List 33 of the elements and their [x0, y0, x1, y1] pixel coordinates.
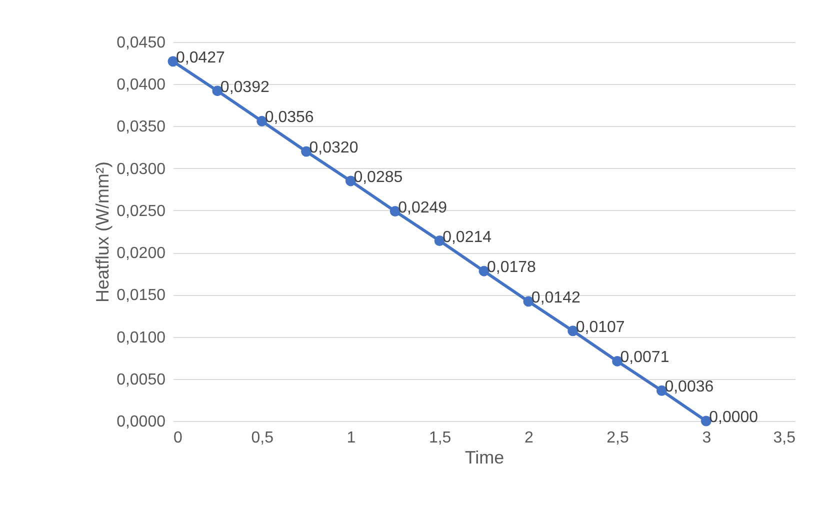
data-label: 0,0036: [664, 378, 714, 396]
y-tick-label: 0,0400: [116, 76, 166, 94]
x-tick-label: 2,5: [606, 430, 630, 446]
y-tick-label: 0,0150: [116, 287, 166, 304]
x-tick-label: 1: [346, 430, 356, 446]
y-tick-label: 0,0200: [116, 245, 166, 262]
x-tick-label: 3,5: [773, 430, 796, 446]
data-label: 0,0285: [354, 168, 403, 186]
x-tick-label: 0,5: [251, 430, 274, 446]
x-tick-label: 1,5: [428, 430, 452, 446]
data-label: 0,0142: [531, 289, 580, 306]
y-tick-label: 0,0350: [116, 118, 166, 136]
data-label: 0,0392: [220, 78, 270, 96]
y-tick-label: 0,0300: [116, 160, 166, 178]
data-label: 0,0178: [487, 259, 536, 276]
y-tick-label: 0,0000: [116, 414, 166, 430]
y-tick-label: 0,0250: [116, 202, 166, 220]
x-axis-title: Time: [464, 448, 504, 468]
data-label: 0,0320: [309, 139, 358, 156]
y-axis-title: Heatflux (W/mm²): [92, 162, 113, 302]
x-tick-label: 3: [702, 430, 712, 446]
y-tick-label: 0,0050: [116, 371, 166, 388]
y-tick-label: 0,0100: [116, 329, 166, 346]
data-label: 0,0214: [442, 228, 492, 246]
data-label: 0,0356: [264, 109, 314, 126]
data-label: 0,0107: [576, 318, 625, 336]
x-tick-label: 2: [524, 430, 534, 446]
data-label: 0,0427: [176, 49, 226, 66]
y-tick-label: 0,0450: [116, 34, 166, 52]
data-label: 0,0071: [620, 349, 670, 366]
data-label: 0,0249: [398, 199, 448, 216]
data-label: 0,0000: [709, 409, 758, 426]
x-tick-label: 0: [174, 430, 182, 446]
